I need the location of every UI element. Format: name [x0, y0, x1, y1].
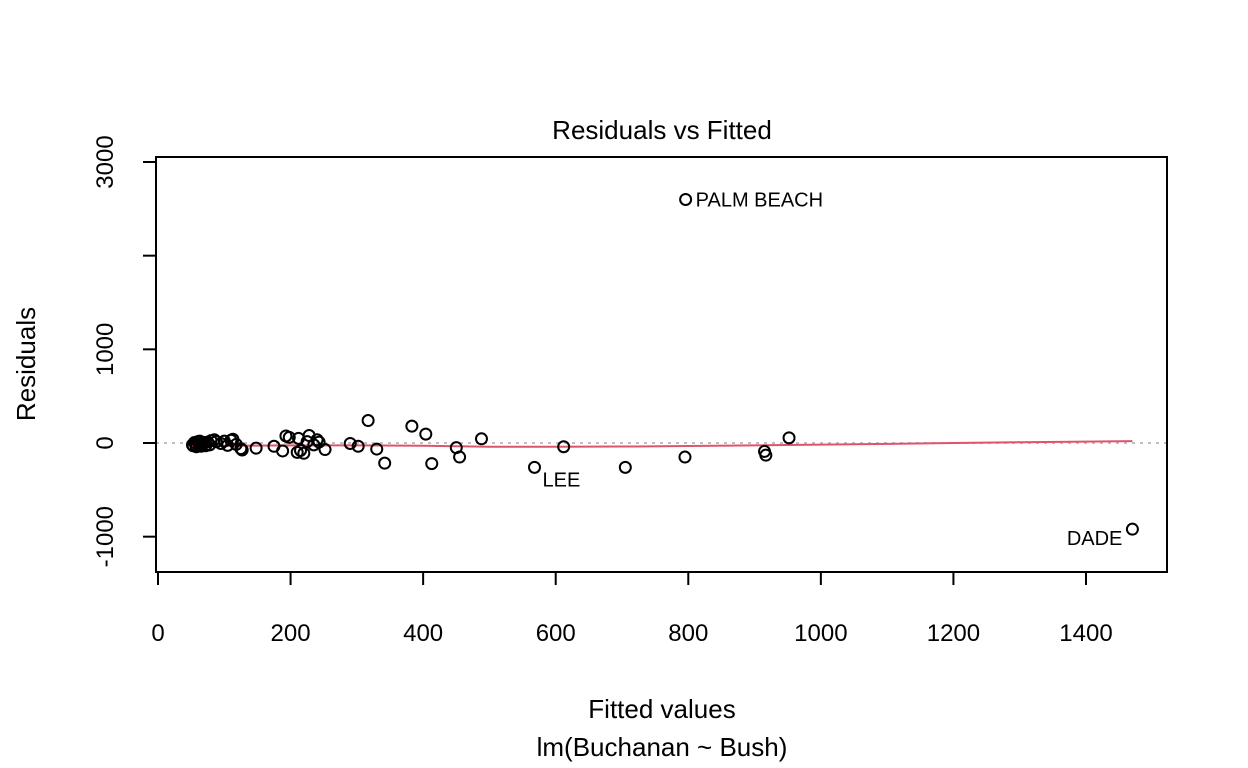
point-label: PALM BEACH	[696, 189, 823, 211]
data-point	[249, 441, 263, 455]
y-tick-label: 0	[92, 436, 119, 449]
data-point	[310, 433, 324, 447]
data-point	[1125, 522, 1139, 536]
data-point	[318, 443, 332, 457]
data-point	[405, 419, 419, 433]
data-point	[361, 414, 375, 428]
plot-frame	[155, 156, 1168, 573]
data-point	[378, 456, 392, 470]
y-tick-label: 1000	[92, 323, 119, 376]
data-point	[528, 460, 542, 474]
points-group	[185, 192, 1139, 536]
data-point	[557, 440, 571, 454]
data-point	[782, 431, 796, 445]
data-point	[618, 460, 632, 474]
x-axis-label: Fitted values	[588, 694, 735, 724]
x-tick-label: 1200	[927, 620, 980, 647]
data-point	[419, 427, 433, 441]
data-point	[343, 436, 357, 450]
data-point	[474, 432, 488, 446]
point-labels-group: PALM BEACH LEE DADE	[543, 189, 1123, 550]
y-tick-label: 3000	[92, 135, 119, 188]
data-point	[276, 444, 290, 458]
x-tick-label: 400	[403, 620, 443, 647]
data-point	[679, 192, 693, 206]
x-tick-label: 1400	[1059, 620, 1112, 647]
data-point	[759, 448, 773, 462]
data-point	[351, 439, 365, 453]
x-tick-label: 1000	[794, 620, 847, 647]
data-point	[297, 446, 311, 460]
x-tick-label: 200	[271, 620, 311, 647]
data-point	[370, 442, 384, 456]
data-point	[678, 450, 692, 464]
model-formula-label: lm(Buchanan ~ Bush)	[537, 732, 788, 762]
point-label: LEE	[543, 469, 581, 491]
data-point	[453, 450, 467, 464]
y-axis-label: Residuals	[11, 307, 41, 421]
point-label: DADE	[1067, 528, 1123, 550]
chart-title: Residuals vs Fitted	[552, 115, 772, 145]
data-point	[234, 442, 248, 456]
data-point	[235, 443, 249, 457]
x-tick-label: 0	[151, 620, 164, 647]
data-point	[282, 430, 296, 444]
y-tick-label: -1000	[92, 506, 119, 567]
x-tick-label: 800	[668, 620, 708, 647]
data-point	[425, 457, 439, 471]
x-axis: 0 200 400 600 800 1000 1200 1400	[151, 571, 1113, 647]
y-axis: -1000 0 1000 3000	[92, 135, 157, 567]
x-tick-label: 600	[536, 620, 576, 647]
data-point	[294, 443, 308, 457]
